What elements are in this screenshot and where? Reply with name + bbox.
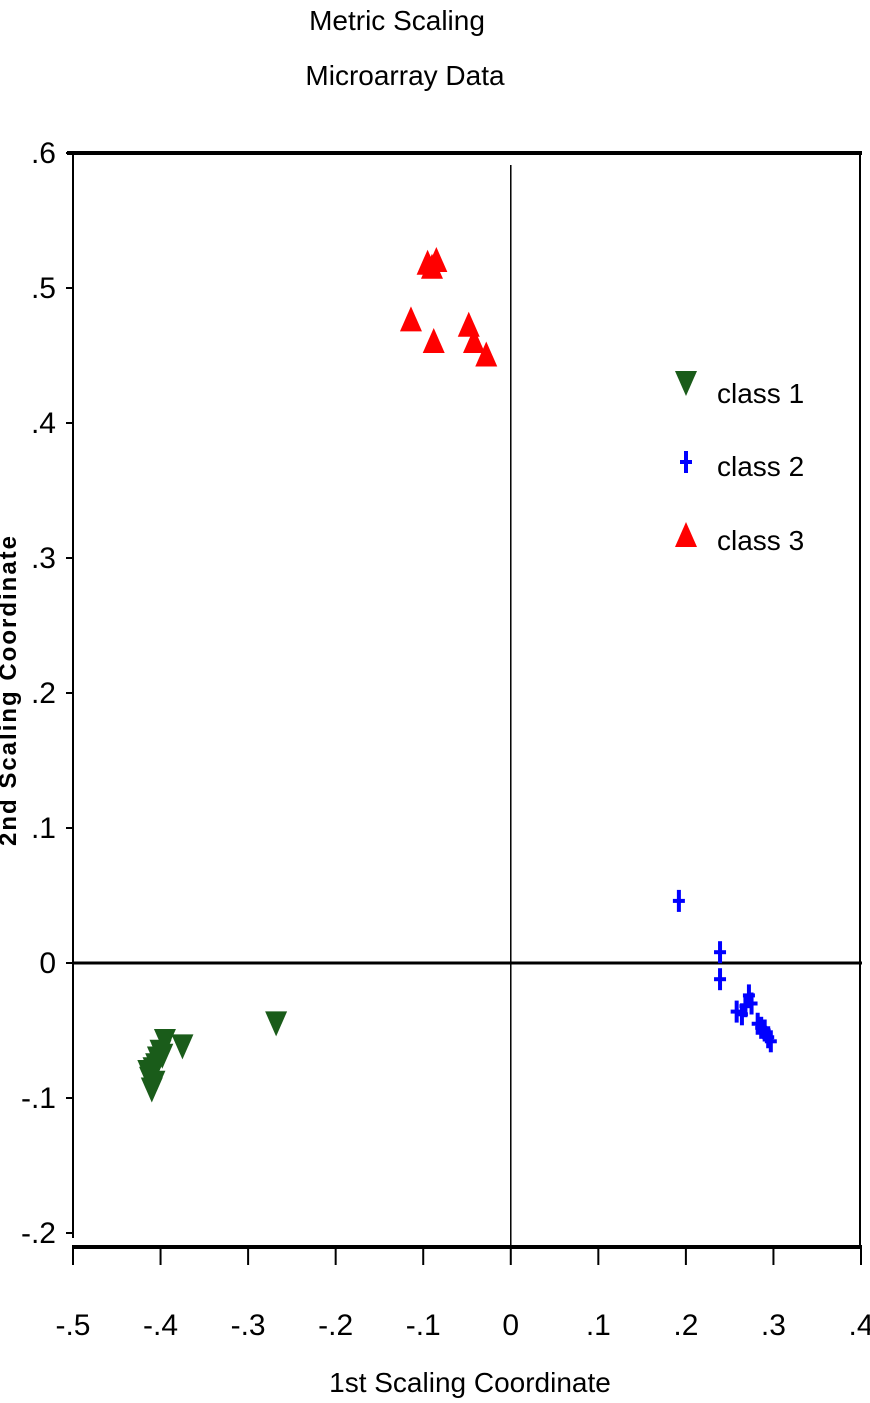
x-tick-label: .3 [761, 1309, 786, 1342]
x-tick-label: -.4 [143, 1309, 178, 1342]
x-tick-label: -.3 [231, 1309, 266, 1342]
x-tick-label: .4 [848, 1309, 870, 1342]
data-point-class-1 [140, 1077, 163, 1103]
data-point-class-2 [742, 984, 755, 1007]
legend-item-class-3: class 3 [675, 522, 804, 556]
data-point-class-2 [714, 941, 727, 964]
y-tick-label: 0 [39, 947, 56, 980]
data-point-class-1 [171, 1034, 194, 1060]
legend: class 1 class 2 class 3 [675, 371, 804, 556]
x-tick-label: .1 [586, 1309, 611, 1342]
legend-label-class-3: class 3 [717, 525, 804, 556]
data-point-class-3 [475, 341, 498, 367]
data-point-class-1 [265, 1011, 288, 1037]
data-point-class-2 [758, 1019, 771, 1042]
data-point-class-3 [422, 328, 445, 353]
x-tick-label: 0 [502, 1309, 519, 1342]
y-axis-ticks: .6 .5 .4 .3 .2 .1 0 -.1 -.2 [21, 137, 73, 1250]
data-points [137, 247, 777, 1103]
chart-subtitle: Microarray Data [305, 60, 505, 91]
y-tick-label: -.1 [21, 1082, 56, 1115]
data-point-class-3 [399, 306, 422, 332]
data-point-class-3 [425, 247, 448, 272]
data-point-class-1 [151, 1043, 174, 1069]
x-tick-label: -.5 [55, 1309, 90, 1342]
x-axis-label: 1st Scaling Coordinate [329, 1367, 611, 1398]
data-point-class-2 [730, 1000, 743, 1023]
series-class-3 [399, 247, 498, 367]
data-point-class-3 [463, 328, 486, 353]
y-tick-label: .4 [31, 407, 56, 440]
data-point-class-2 [735, 1003, 748, 1026]
x-axis-ticks: -.5 -.4 -.3 -.2 -.1 0 .1 .2 .3 .4 [55, 1247, 870, 1342]
x-tick-label: -.2 [318, 1309, 353, 1342]
y-tick-label: .2 [31, 677, 56, 710]
data-point-class-2 [672, 889, 685, 912]
y-tick-label: .3 [31, 542, 56, 575]
y-tick-label: .5 [31, 272, 56, 305]
y-axis-label: 2nd Scaling Coordinate [0, 534, 22, 846]
plot-area [67, 151, 862, 1249]
data-point-class-2 [762, 1026, 775, 1049]
legend-label-class-1: class 1 [717, 378, 804, 409]
x-tick-label: .2 [673, 1309, 698, 1342]
chart-title: Metric Scaling [309, 5, 485, 36]
legend-marker-class-1 [675, 371, 697, 396]
data-point-class-2 [745, 992, 758, 1015]
legend-item-class-1: class 1 [675, 371, 804, 409]
data-point-class-2 [714, 968, 727, 991]
legend-item-class-2: class 2 [680, 451, 804, 482]
legend-marker-class-3 [675, 522, 697, 547]
y-tick-label: .1 [31, 812, 56, 845]
data-point-class-2 [755, 1016, 768, 1039]
y-tick-label: .6 [31, 137, 56, 170]
series-class-2 [672, 889, 777, 1053]
legend-label-class-2: class 2 [717, 451, 804, 482]
data-point-class-3 [457, 311, 480, 337]
y-tick-label: -.2 [21, 1217, 56, 1250]
data-point-class-2 [751, 1012, 764, 1035]
legend-marker-class-2 [680, 451, 692, 473]
x-tick-label: -.1 [406, 1309, 441, 1342]
series-class-1 [137, 1011, 288, 1103]
data-point-class-2 [764, 1030, 777, 1053]
data-point-class-2 [739, 995, 752, 1018]
